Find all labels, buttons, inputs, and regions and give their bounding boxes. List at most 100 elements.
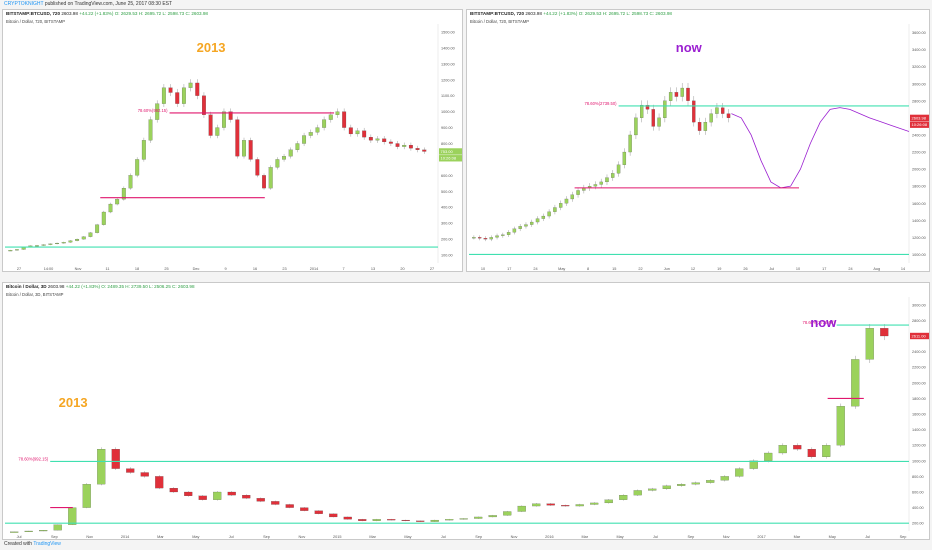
price-chart[interactable]: 1500.00 1400.00 1300.00 1200.00 1100.00 1000.…	[3, 10, 463, 272]
y-tick-label: 400.00	[441, 206, 453, 210]
candle-down	[483, 238, 488, 240]
candle-up	[24, 530, 33, 532]
price-chart[interactable]: 3000.002800.002600.002400.002200.002000.…	[3, 283, 930, 540]
chart-subtitle: Bitcoin / Dollar, 720, BITSTAMP	[470, 19, 530, 24]
candle-up	[575, 504, 584, 507]
annotation-text[interactable]: now	[810, 315, 837, 330]
x-tick-label: 16	[253, 267, 257, 271]
candle-up	[628, 134, 632, 153]
candle-up	[517, 505, 526, 512]
candle-up	[564, 198, 569, 204]
candle-down	[645, 104, 650, 110]
x-tick-label: Nov	[86, 535, 93, 539]
author-link[interactable]: CRYPTOKNIGHT	[4, 1, 44, 7]
x-tick-label: May	[404, 535, 411, 539]
x-tick-label: Sep	[475, 535, 482, 539]
y-tick-label: 3200.00	[912, 65, 926, 69]
x-tick-label: 17	[822, 267, 826, 271]
x-tick-label: Mar	[794, 535, 801, 539]
candle-up	[559, 203, 563, 208]
candle-down	[793, 445, 802, 450]
x-tick-label: Jul	[653, 535, 658, 539]
candle-up	[141, 140, 146, 160]
candle-down	[880, 328, 889, 337]
candle-down	[175, 92, 180, 104]
candle-down	[262, 175, 266, 189]
x-tick-label: May	[617, 535, 624, 539]
candle-up	[15, 249, 19, 251]
y-tick-label: 2200.00	[912, 151, 926, 155]
projection-path	[731, 107, 910, 189]
candle-up	[135, 159, 140, 176]
candle-down	[358, 519, 367, 521]
candle-up	[474, 516, 483, 519]
candle-up	[75, 239, 80, 241]
x-tick-label: Sep	[687, 535, 694, 539]
candle-down	[198, 495, 207, 500]
candle-up	[668, 92, 673, 101]
x-tick-label: 26	[743, 267, 747, 271]
candle-down	[686, 87, 690, 101]
x-tick-label: May	[558, 267, 565, 271]
candle-up	[55, 242, 60, 244]
x-tick-label: 2015	[333, 535, 341, 539]
candle-down	[228, 111, 233, 120]
chart-panel-now[interactable]: BITSTAMP:BTCUSD, 720 2603.98 +44.22 (+1.…	[466, 9, 930, 272]
y-tick-label: 1000.00	[912, 459, 926, 463]
candle-up	[865, 328, 874, 360]
candle-down	[329, 513, 338, 518]
candle-up	[35, 245, 39, 247]
candle-up	[532, 503, 541, 507]
candle-down	[546, 503, 555, 506]
price-chart[interactable]: 3600.003400.003200.003000.002800.002600.…	[467, 10, 930, 272]
y-tick-label: 1200.00	[441, 78, 455, 82]
price-tag-label: 2611.00	[912, 333, 927, 338]
y-tick-label: 600.00	[441, 174, 453, 178]
x-tick-label: 17	[507, 267, 511, 271]
chart-panel-2013[interactable]: BITSTAMP:BTCUSD, 720 2603.98 +44.22 (+1.…	[2, 9, 463, 272]
x-tick-label: Sep	[263, 535, 270, 539]
y-tick-label: 200.00	[441, 238, 453, 242]
x-tick-label: May	[192, 535, 199, 539]
chart-panel-3d[interactable]: Bitcoin / Dollar, 3D 2603.98 +44.22 (+1.…	[2, 282, 930, 540]
candle-up	[68, 240, 73, 243]
y-tick-label: 1300.00	[441, 62, 455, 66]
x-tick-label: 15	[612, 267, 616, 271]
candle-up	[10, 531, 19, 533]
candle-up	[524, 224, 528, 227]
candle-up	[611, 173, 615, 178]
x-tick-label: May	[829, 535, 836, 539]
y-tick-label: 1000.00	[441, 110, 455, 114]
chart-subtitle: Bitcoin / Dollar, 3D, BITSTAMP	[6, 292, 64, 297]
candle-up	[213, 491, 222, 500]
candle-down	[235, 119, 240, 157]
candle-up	[53, 524, 62, 531]
candle-up	[328, 114, 333, 120]
y-tick-label: 500.00	[441, 190, 453, 194]
candle-up	[590, 502, 599, 505]
candle-down	[477, 237, 482, 239]
candle-down	[362, 130, 367, 138]
x-tick-label: 18	[135, 267, 139, 271]
candle-up	[81, 236, 86, 240]
candle-down	[395, 143, 400, 147]
annotation-text[interactable]: 2013	[197, 40, 226, 55]
y-tick-label: 1600.00	[912, 413, 926, 417]
annotation-text[interactable]: 2013	[59, 395, 88, 410]
candle-down	[169, 488, 178, 493]
price-tag	[439, 148, 462, 155]
x-tick-label: Jul	[441, 535, 446, 539]
price-tag	[910, 114, 929, 122]
x-tick-label: Nov	[511, 535, 518, 539]
candle-up	[547, 211, 551, 217]
candle-up	[288, 149, 293, 157]
candle-up	[576, 190, 580, 195]
candle-up	[512, 228, 517, 233]
candle-up	[121, 188, 126, 200]
tradingview-link[interactable]: TradingView	[33, 541, 61, 547]
annotation-text[interactable]: now	[676, 40, 703, 55]
y-tick-label: 3000.00	[912, 303, 926, 307]
candle-up	[275, 159, 280, 168]
candle-down	[726, 113, 731, 118]
candle-up	[764, 452, 773, 461]
